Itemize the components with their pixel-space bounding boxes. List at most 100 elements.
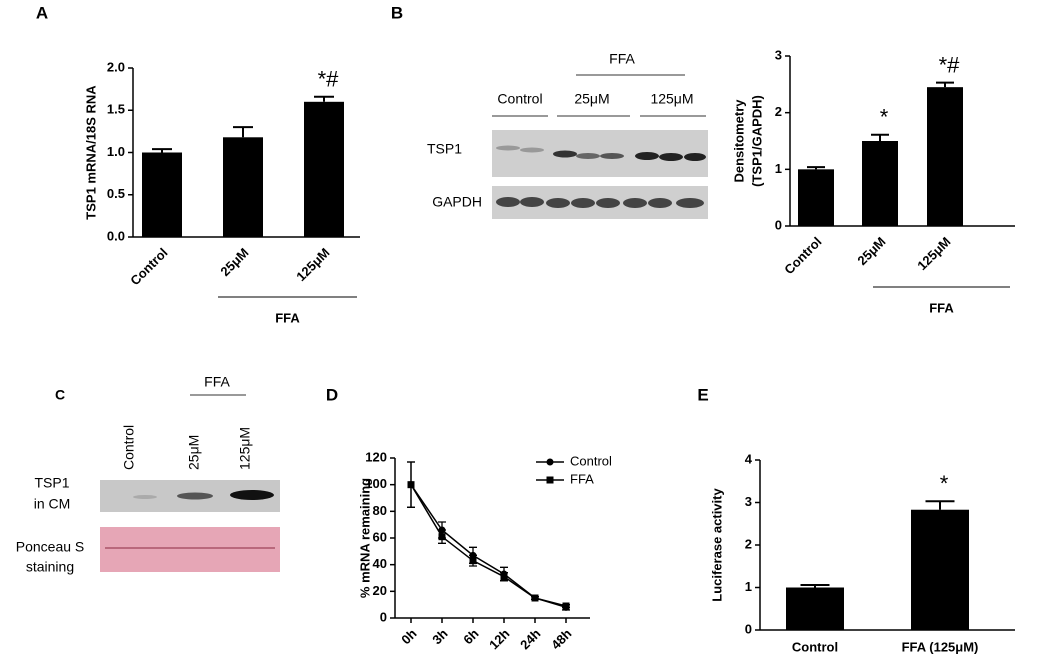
x-tick-label: 12h	[486, 626, 512, 652]
lane-label: 25μM	[186, 435, 202, 470]
bar	[304, 101, 344, 237]
y-tick-label: 3	[775, 47, 782, 62]
annotation: *#	[318, 67, 340, 92]
x-tick-label: 25μM	[854, 234, 888, 268]
annotation: *#	[939, 52, 961, 77]
y-tick-label: 2	[775, 104, 782, 119]
y-tick-label: 1.0	[107, 144, 125, 159]
y-tick-label: 2.0	[107, 59, 125, 74]
marker	[531, 594, 539, 602]
marker	[562, 602, 570, 610]
blot-group-label: FFA	[204, 374, 230, 390]
marker	[407, 481, 415, 489]
annotation: *	[880, 105, 889, 130]
y-tick-label: 4	[745, 451, 753, 466]
panel-letter: C	[55, 387, 65, 403]
bar	[798, 169, 834, 226]
x-tick-label: 0h	[398, 626, 419, 647]
y-axis-label: % mRNA remaining	[357, 478, 372, 598]
error-bar	[871, 133, 889, 141]
x-tick-label: 25μM	[217, 245, 251, 279]
y-tick-label: 120	[365, 449, 387, 464]
panel-letter: D	[326, 385, 338, 404]
error-bar	[936, 81, 954, 88]
bar	[911, 509, 969, 630]
y-tick-label: 0	[775, 217, 782, 232]
error-bar	[233, 126, 253, 138]
row-label: staining	[26, 559, 74, 575]
legend-marker	[546, 476, 554, 484]
blot-image	[100, 527, 280, 572]
x-tick-label: 125μM	[293, 245, 332, 284]
panel-letter: A	[36, 3, 48, 22]
y-axis-label: (TSP1/GAPDH)	[749, 95, 764, 187]
y-tick-label: 3	[745, 494, 752, 509]
bar	[142, 152, 182, 237]
group-label: FFA	[929, 300, 954, 315]
bar	[786, 587, 844, 630]
y-tick-label: 40	[373, 556, 387, 571]
panel-letter: B	[391, 3, 403, 22]
row-label: in CM	[34, 496, 71, 512]
lane-label: Control	[497, 91, 542, 107]
blot-b: FFA Control 25μM 125μM TSP1 GAPDH	[427, 51, 708, 219]
row-label: Ponceau S	[16, 539, 85, 555]
x-tick-label: FFA (125μM)	[902, 639, 979, 654]
y-tick-label: 1	[775, 161, 782, 176]
series-line	[410, 484, 567, 609]
y-tick-label: 20	[373, 583, 387, 598]
marker	[438, 533, 446, 541]
y-axis-label: Densitometry	[731, 99, 746, 183]
y-axis-label: TSP1 mRNA/18S RNA	[83, 85, 98, 220]
x-tick-label: Control	[781, 234, 824, 277]
y-tick-label: 80	[373, 503, 387, 518]
y-tick-label: 0	[380, 609, 387, 624]
x-tick-label: 6h	[460, 626, 481, 647]
bar	[223, 137, 263, 237]
y-tick-label: 100	[365, 476, 387, 491]
lane-label: 25μM	[574, 91, 609, 107]
y-tick-label: 0	[745, 621, 752, 636]
error-bar	[314, 95, 334, 102]
lane-label: Control	[121, 425, 137, 470]
marker	[469, 557, 477, 565]
row-label: TSP1	[427, 141, 462, 157]
legend-label: Control	[570, 453, 612, 468]
panel-letter: E	[697, 385, 708, 404]
y-axis-label: Luciferase activity	[709, 488, 724, 602]
x-tick-label: 125μM	[914, 234, 953, 273]
error-bar	[152, 148, 172, 153]
legend-label: FFA	[570, 471, 594, 486]
bar	[862, 141, 898, 226]
x-tick-label: 24h	[517, 626, 543, 652]
band	[133, 495, 157, 499]
group-label: FFA	[275, 310, 300, 325]
bands	[496, 145, 706, 161]
y-tick-label: 2	[745, 536, 752, 551]
x-tick-label: Control	[792, 639, 838, 654]
x-tick-label: 3h	[429, 626, 450, 647]
y-tick-label: 1.5	[107, 102, 125, 117]
row-label: GAPDH	[432, 194, 482, 210]
band	[177, 492, 213, 500]
series-line	[410, 484, 567, 607]
band	[230, 490, 274, 500]
error-bar	[800, 583, 830, 588]
blot-group-label: FFA	[609, 51, 635, 67]
row-label: TSP1	[34, 475, 69, 491]
lane-label: 125μM	[237, 427, 253, 470]
y-tick-label: 0.5	[107, 186, 125, 201]
y-tick-label: 60	[373, 529, 387, 544]
legend-marker	[546, 458, 554, 466]
lane-label: 125μM	[650, 91, 693, 107]
error-bar	[807, 166, 825, 170]
annotation: *	[940, 471, 949, 496]
bar	[927, 87, 963, 227]
x-tick-label: 48h	[548, 626, 574, 652]
y-tick-label: 1	[745, 579, 752, 594]
blot-c: C FFA Control 25μM 125μM TSP1 in CM Ponc…	[16, 374, 280, 575]
error-bar	[925, 500, 955, 510]
y-tick-label: 0.0	[107, 228, 125, 243]
marker	[500, 573, 508, 581]
